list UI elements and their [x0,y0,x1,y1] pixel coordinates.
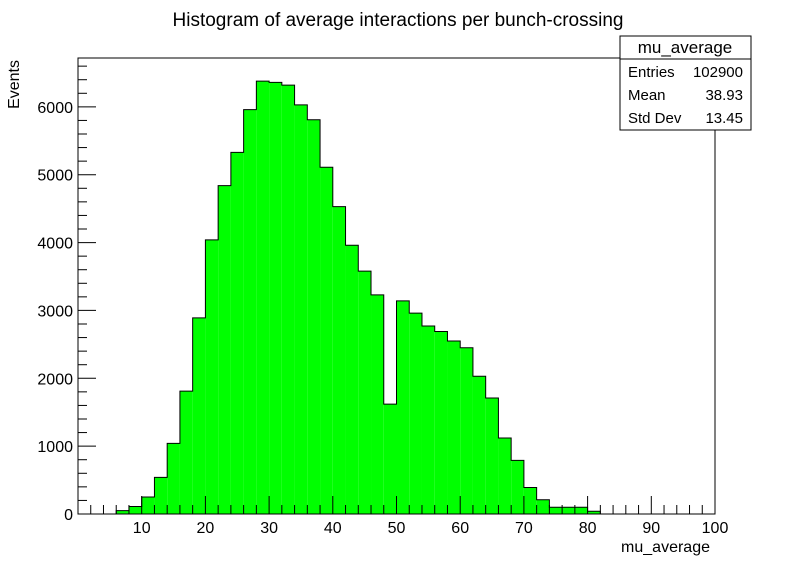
histogram-bar [511,460,524,514]
stats-mean-label: Mean [628,87,666,104]
histogram-bar [269,82,282,514]
histogram-bar [587,511,601,514]
histogram-bar [371,294,384,514]
bars-layer [115,80,601,515]
chart-title: Histogram of average interactions per bu… [173,10,624,31]
histogram-bar [256,81,270,515]
histogram-bar [421,326,435,514]
stats-mean-value: 38.93 [705,87,743,104]
y-axis-title: Events [6,60,23,109]
y-tick-label: 4000 [37,236,73,253]
x-tick-label: 40 [324,520,342,537]
histogram-bar [192,317,206,514]
x-tick-label: 50 [388,520,406,537]
y-tick-label: 5000 [37,168,73,185]
histogram-bar [498,438,512,514]
histogram-bar [523,487,537,514]
y-tick-label: 1000 [37,439,73,456]
axis-layer: 10 20 30 40 50 60 70 80 90 1000100020003000400050… [37,65,729,537]
histogram-bar [218,185,231,515]
histogram-bar [230,152,244,515]
histogram-bar [358,271,372,514]
histogram-bar [574,507,588,514]
histogram-bar [447,340,461,514]
x-tick-label: 70 [515,520,533,537]
x-axis-title: mu_average [621,539,710,556]
stats-stddev-value: 13.45 [705,110,743,127]
histogram-bar [281,85,295,515]
histogram-bar [536,499,550,514]
histogram-bar [485,397,499,514]
stats-entries-label: Entries [628,64,675,81]
x-tick-label: 100 [702,520,729,537]
histogram-bar [294,104,308,515]
y-tick-label: 3000 [37,303,73,320]
histogram-outline [115,80,601,514]
stats-box: mu_average Entries 102900 Mean 38.93 Std… [619,35,752,131]
y-tick-label: 2000 [37,371,73,388]
stats-box-name: mu_average [638,38,733,57]
histogram-bar [472,376,486,514]
histogram-bar [167,443,180,514]
x-tick-label: 80 [579,520,597,537]
histogram-bar [549,507,563,514]
x-tick-label: 60 [451,520,469,537]
histogram-bar [307,119,321,514]
histogram-bar [460,347,473,514]
y-tick-label: 0 [64,507,73,524]
histogram-bar [205,239,219,514]
histogram-bar [383,404,397,514]
histogram-bar [179,391,193,514]
histogram-bar [562,507,575,514]
histogram-bar [243,109,257,515]
y-tick-label: 6000 [37,100,73,117]
histogram-bar [116,510,129,514]
histogram-bar [320,167,333,514]
stats-entries-value: 102900 [693,64,743,81]
stats-box-frame [619,35,752,131]
stats-stddev-label: Std Dev [628,110,682,127]
x-tick-label: 20 [197,520,215,537]
x-tick-label: 90 [642,520,660,537]
histogram-bar [128,506,142,514]
histogram-bar [409,313,422,514]
x-tick-label: 30 [260,520,278,537]
histogram-bar [141,497,155,514]
histogram-bar [332,206,346,514]
x-tick-label: 10 [133,520,151,537]
histogram-bar [434,331,448,514]
histogram-bar [345,245,359,515]
histogram-bar [154,477,168,514]
histogram-bar [396,300,410,514]
